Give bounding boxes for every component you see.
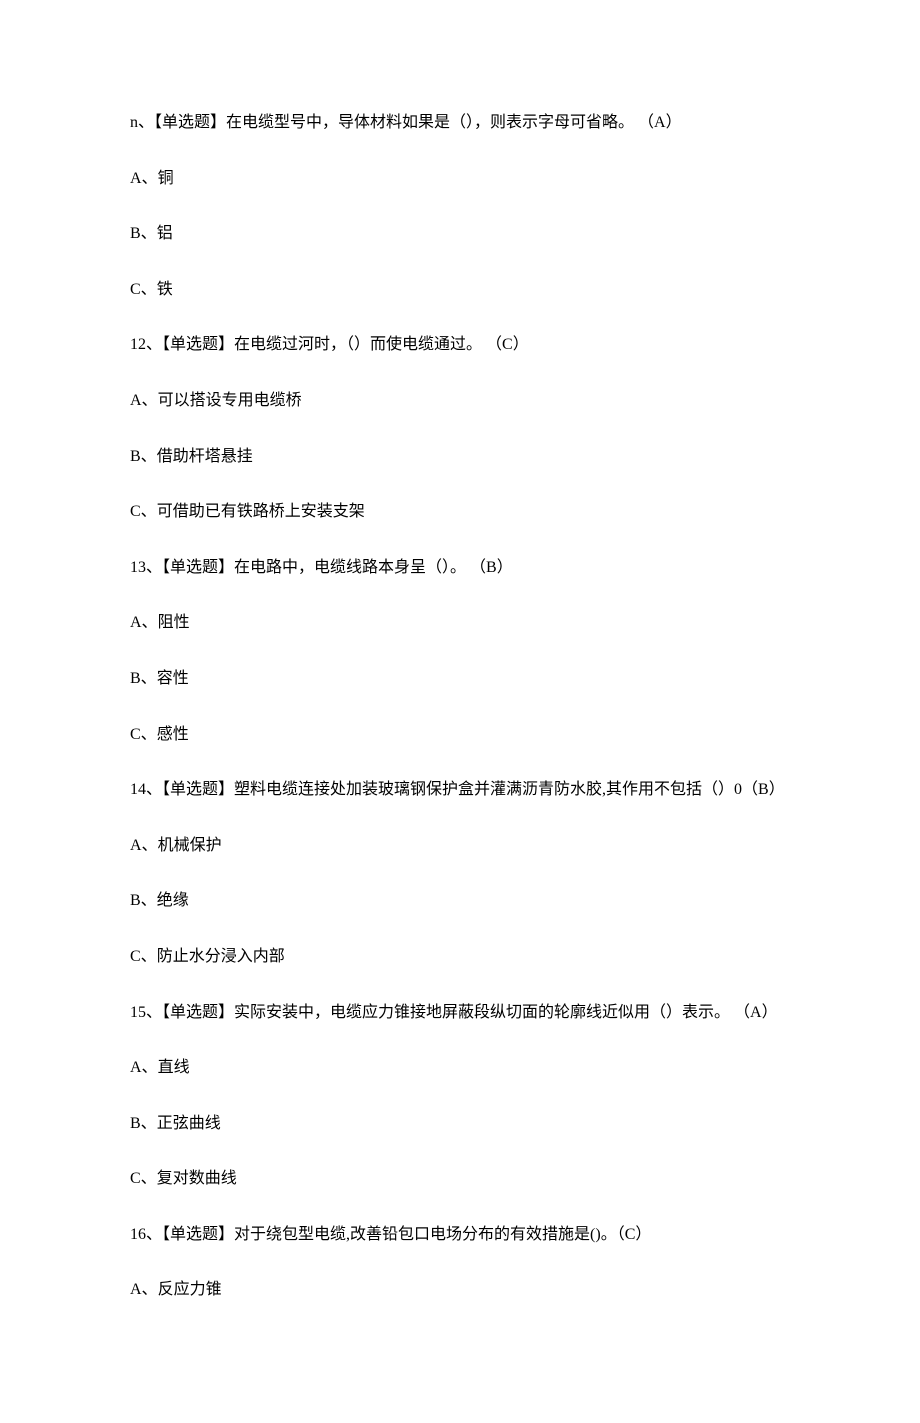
option-label: C、 <box>130 726 157 743</box>
question-tag: 【单选题】 <box>162 1004 234 1021</box>
option-label: B、 <box>130 670 157 687</box>
question-option: A、反应力锥 <box>130 1277 790 1303</box>
question-number: 15 <box>130 1004 146 1021</box>
question-option: A、机械保护 <box>130 833 790 859</box>
question-stem: 12、【单选题】在电缆过河时，（）而使电缆通过。 （C） <box>130 332 790 358</box>
option-label: B、 <box>130 448 157 465</box>
option-label: C、 <box>130 948 157 965</box>
option-label: B、 <box>130 892 157 909</box>
question-tag: 【单选题】 <box>162 781 234 798</box>
question-tag: 【单选题】 <box>154 114 226 131</box>
option-label: C、 <box>130 1170 157 1187</box>
question-option: B、容性 <box>130 666 790 692</box>
option-text: 可借助已有铁路桥上安装支架 <box>157 503 365 520</box>
question-tag: 【单选题】 <box>162 559 234 576</box>
question-stem: 13、【单选题】在电路中，电缆线路本身呈（）。 （B） <box>130 555 790 581</box>
option-text: 复对数曲线 <box>157 1170 237 1187</box>
question-answer: （C） <box>486 336 529 353</box>
question-option: C、防止水分浸入内部 <box>130 944 790 970</box>
question-number: 13 <box>130 559 146 576</box>
question-text: 在电缆型号中，导体材料如果是（），则表示字母可省略。 <box>226 114 634 131</box>
option-text: 铜 <box>158 170 174 187</box>
question-option: B、正弦曲线 <box>130 1111 790 1137</box>
question-number: 16 <box>130 1226 146 1243</box>
option-label: C、 <box>130 281 157 298</box>
question-answer: （B） <box>742 781 785 798</box>
question-text: 在电路中，电缆线路本身呈（）。 <box>234 559 466 576</box>
question-option: C、复对数曲线 <box>130 1166 790 1192</box>
question-stem: 16、【单选题】对于绕包型电缆,改善铅包口电场分布的有效措施是()。（C） <box>130 1222 790 1248</box>
question-answer: （B） <box>470 559 513 576</box>
question-text: 塑料电缆连接处加装玻璃钢保护盒并灌满沥青防水胶,其作用不包括（）0 <box>234 781 742 798</box>
question-option: B、铝 <box>130 221 790 247</box>
option-label: A、 <box>130 170 158 187</box>
option-text: 铁 <box>157 281 173 298</box>
option-text: 借助杆塔悬挂 <box>157 448 253 465</box>
option-text: 防止水分浸入内部 <box>157 948 285 965</box>
option-text: 反应力锥 <box>158 1281 222 1298</box>
option-label: A、 <box>130 837 158 854</box>
option-label: B、 <box>130 1115 157 1132</box>
option-text: 感性 <box>157 726 189 743</box>
option-label: A、 <box>130 1281 158 1298</box>
question-tag: 【单选题】 <box>162 336 234 353</box>
question-stem: n、【单选题】在电缆型号中，导体材料如果是（），则表示字母可省略。 （A） <box>130 110 790 136</box>
question-option: A、直线 <box>130 1055 790 1081</box>
question-answer: （A） <box>638 114 682 131</box>
question-option: C、感性 <box>130 722 790 748</box>
document-page: n、【单选题】在电缆型号中，导体材料如果是（），则表示字母可省略。 （A） A、… <box>0 0 920 1423</box>
question-text: 在电缆过河时，（）而使电缆通过。 <box>234 336 482 353</box>
option-text: 铝 <box>157 225 173 242</box>
option-label: A、 <box>130 614 158 631</box>
question-option: B、绝缘 <box>130 888 790 914</box>
question-option: A、阻性 <box>130 610 790 636</box>
question-stem: 15、【单选题】实际安装中，电缆应力锥接地屏蔽段纵切面的轮廓线近似用（）表示。 … <box>130 1000 790 1026</box>
option-label: C、 <box>130 503 157 520</box>
question-number: n <box>130 114 138 131</box>
question-stem: 14、【单选题】塑料电缆连接处加装玻璃钢保护盒并灌满沥青防水胶,其作用不包括（）… <box>130 777 790 803</box>
option-text: 容性 <box>157 670 189 687</box>
option-label: A、 <box>130 392 158 409</box>
option-text: 绝缘 <box>157 892 189 909</box>
option-text: 机械保护 <box>158 837 222 854</box>
option-label: B、 <box>130 225 157 242</box>
option-text: 可以搭设专用电缆桥 <box>158 392 302 409</box>
question-text: 实际安装中，电缆应力锥接地屏蔽段纵切面的轮廓线近似用（）表示。 <box>234 1004 730 1021</box>
question-option: A、铜 <box>130 166 790 192</box>
question-option: A、可以搭设专用电缆桥 <box>130 388 790 414</box>
question-option: B、借助杆塔悬挂 <box>130 444 790 470</box>
option-text: 正弦曲线 <box>157 1115 221 1132</box>
question-number: 12 <box>130 336 146 353</box>
question-tag: 【单选题】 <box>162 1226 234 1243</box>
question-number: 14 <box>130 781 146 798</box>
question-option: C、可借助已有铁路桥上安装支架 <box>130 499 790 525</box>
question-answer: （C） <box>617 1226 652 1243</box>
question-answer: （A） <box>734 1004 778 1021</box>
option-text: 阻性 <box>158 614 190 631</box>
question-text: 对于绕包型电缆,改善铅包口电场分布的有效措施是()。 <box>234 1226 617 1243</box>
option-label: A、 <box>130 1059 158 1076</box>
option-text: 直线 <box>158 1059 190 1076</box>
question-option: C、铁 <box>130 277 790 303</box>
